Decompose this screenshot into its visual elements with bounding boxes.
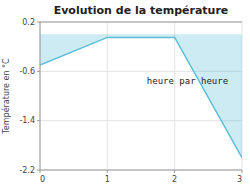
x-tick xyxy=(40,170,41,173)
x-tick-label: 3 xyxy=(237,175,242,184)
plot-area xyxy=(40,34,242,157)
x-axis-line xyxy=(40,170,242,171)
y-tick xyxy=(37,120,40,121)
x-tick xyxy=(242,170,243,173)
grid-line-x xyxy=(107,22,108,170)
y-axis-line xyxy=(40,22,41,170)
annotation: heure par heure xyxy=(147,76,228,86)
chart-svg: 0.2 -0.6 -1.4 -2.2 0 1 2 3 Evolution de la tempé… xyxy=(0,0,250,188)
y-tick-label: -0.6 xyxy=(19,67,35,76)
y-tick-label: -2.2 xyxy=(19,166,35,175)
line xyxy=(40,37,242,157)
y-tick-label: 0.2 xyxy=(22,18,35,27)
y-tick xyxy=(37,71,40,72)
area-fill xyxy=(40,34,242,157)
title: Evolution de la température xyxy=(54,4,229,17)
grid-line-x xyxy=(174,22,175,170)
chart-container: 0.2 -0.6 -1.4 -2.2 0 1 2 3 Evolution de la tempé… xyxy=(0,0,250,188)
x-tick-label: 1 xyxy=(105,175,110,184)
grid-line-y xyxy=(40,170,242,171)
top-line xyxy=(40,22,242,23)
grid-line-y xyxy=(40,22,242,23)
x-tick xyxy=(107,170,108,173)
y-tick xyxy=(37,22,40,23)
grid-line-y xyxy=(40,120,242,121)
y-axis-label: Température en °C xyxy=(1,58,11,135)
grid-line-x xyxy=(40,22,41,170)
x-tick-label: 2 xyxy=(172,175,177,184)
y-tick-label: -1.4 xyxy=(19,116,35,125)
x-tick-label: 0 xyxy=(40,175,45,184)
x-tick xyxy=(174,170,175,173)
